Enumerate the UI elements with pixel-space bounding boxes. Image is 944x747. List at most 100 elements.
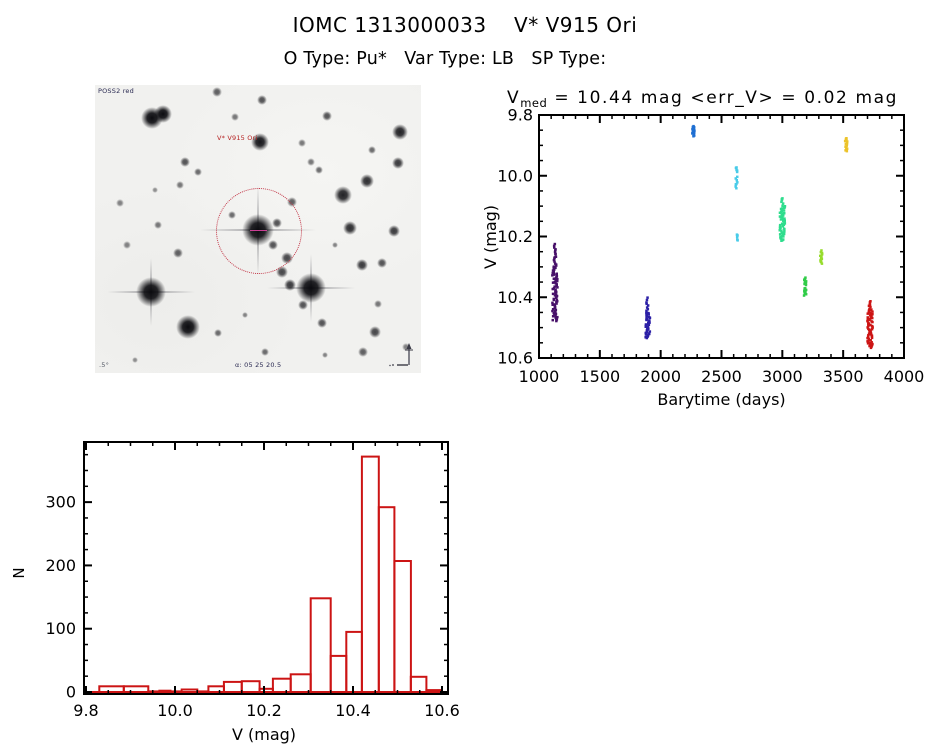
star [317, 318, 327, 328]
series-epoch-5 [778, 197, 787, 242]
histogram-bar [309, 597, 332, 693]
star [356, 259, 368, 271]
svg-text:9.8: 9.8 [73, 701, 98, 720]
histogram-bar [409, 675, 428, 694]
series-epoch-8 [843, 137, 849, 153]
lightcurve-title: Vmed = 10.44 mag <err_V> = 0.02 mag [507, 88, 898, 110]
series-epoch-7 [819, 249, 824, 265]
finder-chart: POSS2 red V* V915 Ori .5° α: 05 25 20.5 [95, 85, 421, 373]
y-axis-title: V (mag) [481, 205, 500, 269]
finder-survey-label: POSS2 red [98, 87, 134, 95]
svg-text:9.8: 9.8 [508, 106, 533, 125]
star [287, 197, 297, 207]
svg-text:10.4: 10.4 [497, 288, 533, 307]
series-epoch-1 [551, 242, 559, 323]
star [377, 258, 387, 268]
histogram-bar [345, 630, 363, 693]
svg-text:4000: 4000 [884, 367, 925, 386]
star [298, 300, 308, 310]
star [388, 225, 400, 237]
histogram-bar [289, 673, 312, 694]
star [154, 221, 162, 229]
star [322, 352, 328, 358]
svg-text:10.6: 10.6 [424, 701, 460, 720]
star [154, 105, 172, 123]
star [343, 221, 357, 235]
histogram-bar [329, 654, 348, 693]
histogram-bar [377, 506, 396, 693]
star [132, 357, 138, 363]
finder-coord-label: α: 05 25 20.5 [235, 361, 282, 369]
star [392, 157, 404, 169]
star [123, 241, 131, 249]
histogram-bar [147, 690, 161, 693]
star [322, 111, 332, 121]
star [176, 181, 184, 189]
star [231, 113, 239, 121]
histogram-bar [360, 455, 380, 693]
star [261, 348, 269, 356]
svg-text:1000: 1000 [519, 367, 560, 386]
histogram-bars [84, 455, 448, 694]
compass-icon [389, 343, 413, 367]
svg-text:10.2: 10.2 [246, 701, 282, 720]
histogram-bar [158, 689, 172, 694]
svg-text:10.6: 10.6 [497, 349, 533, 368]
svg-text:3500: 3500 [823, 367, 864, 386]
star [212, 87, 222, 97]
y-axis-title: N [10, 567, 28, 578]
svg-text:300: 300 [45, 493, 76, 512]
star [334, 186, 352, 204]
star [358, 347, 368, 357]
series-epoch-6 [802, 276, 808, 297]
svg-text:200: 200 [45, 556, 76, 575]
axes-ticks [84, 442, 448, 694]
svg-text:10.0: 10.0 [497, 166, 533, 185]
star [136, 277, 166, 307]
star [116, 199, 124, 207]
star [296, 273, 326, 303]
histogram-bar [180, 688, 199, 693]
page-subtitle: O Type: Pu* Var Type: LB SP Type: [283, 49, 607, 69]
star [298, 139, 306, 147]
histogram-bar [207, 685, 225, 693]
svg-text:1500: 1500 [579, 367, 620, 386]
histogram-bar [98, 685, 125, 693]
histogram-bar [122, 685, 150, 693]
star [173, 248, 183, 258]
x-axis-title: Barytime (days) [657, 390, 785, 409]
histogram-bar [240, 680, 261, 694]
svg-text:2500: 2500 [701, 367, 742, 386]
target-center-marker [250, 229, 267, 232]
star [315, 166, 323, 174]
svg-text:2000: 2000 [640, 367, 681, 386]
finder-scale-label: .5° [99, 361, 110, 369]
star [374, 300, 382, 308]
axes-ticks [538, 114, 905, 359]
star [402, 343, 410, 351]
star [392, 124, 408, 140]
star [369, 326, 381, 338]
series-epoch-4 [734, 166, 739, 242]
svg-text:3000: 3000 [762, 367, 803, 386]
x-axis-title: V (mag) [232, 725, 296, 744]
series-epoch-3 [691, 124, 696, 138]
series-epoch-9 [866, 300, 874, 350]
star [368, 146, 376, 154]
star [307, 158, 315, 166]
svg-text:10.0: 10.0 [157, 701, 193, 720]
series-epoch-2 [644, 296, 652, 340]
svg-text:10.4: 10.4 [335, 701, 371, 720]
svg-text:0: 0 [66, 683, 76, 702]
star [332, 242, 338, 248]
star [152, 187, 158, 193]
histogram-bar [393, 560, 412, 693]
histogram-bar [222, 680, 243, 693]
svg-text:10.2: 10.2 [497, 227, 533, 246]
page-title: IOMC 1313000033 V* V915 Ori [292, 13, 638, 37]
histogram-bar [196, 690, 210, 693]
lightcurve-points [551, 124, 874, 350]
lightcurve-plot: 1000 1500 2000 2500 3000 3500 4000 9.8 10.0 10.2 1… [481, 88, 925, 409]
star [194, 168, 202, 176]
